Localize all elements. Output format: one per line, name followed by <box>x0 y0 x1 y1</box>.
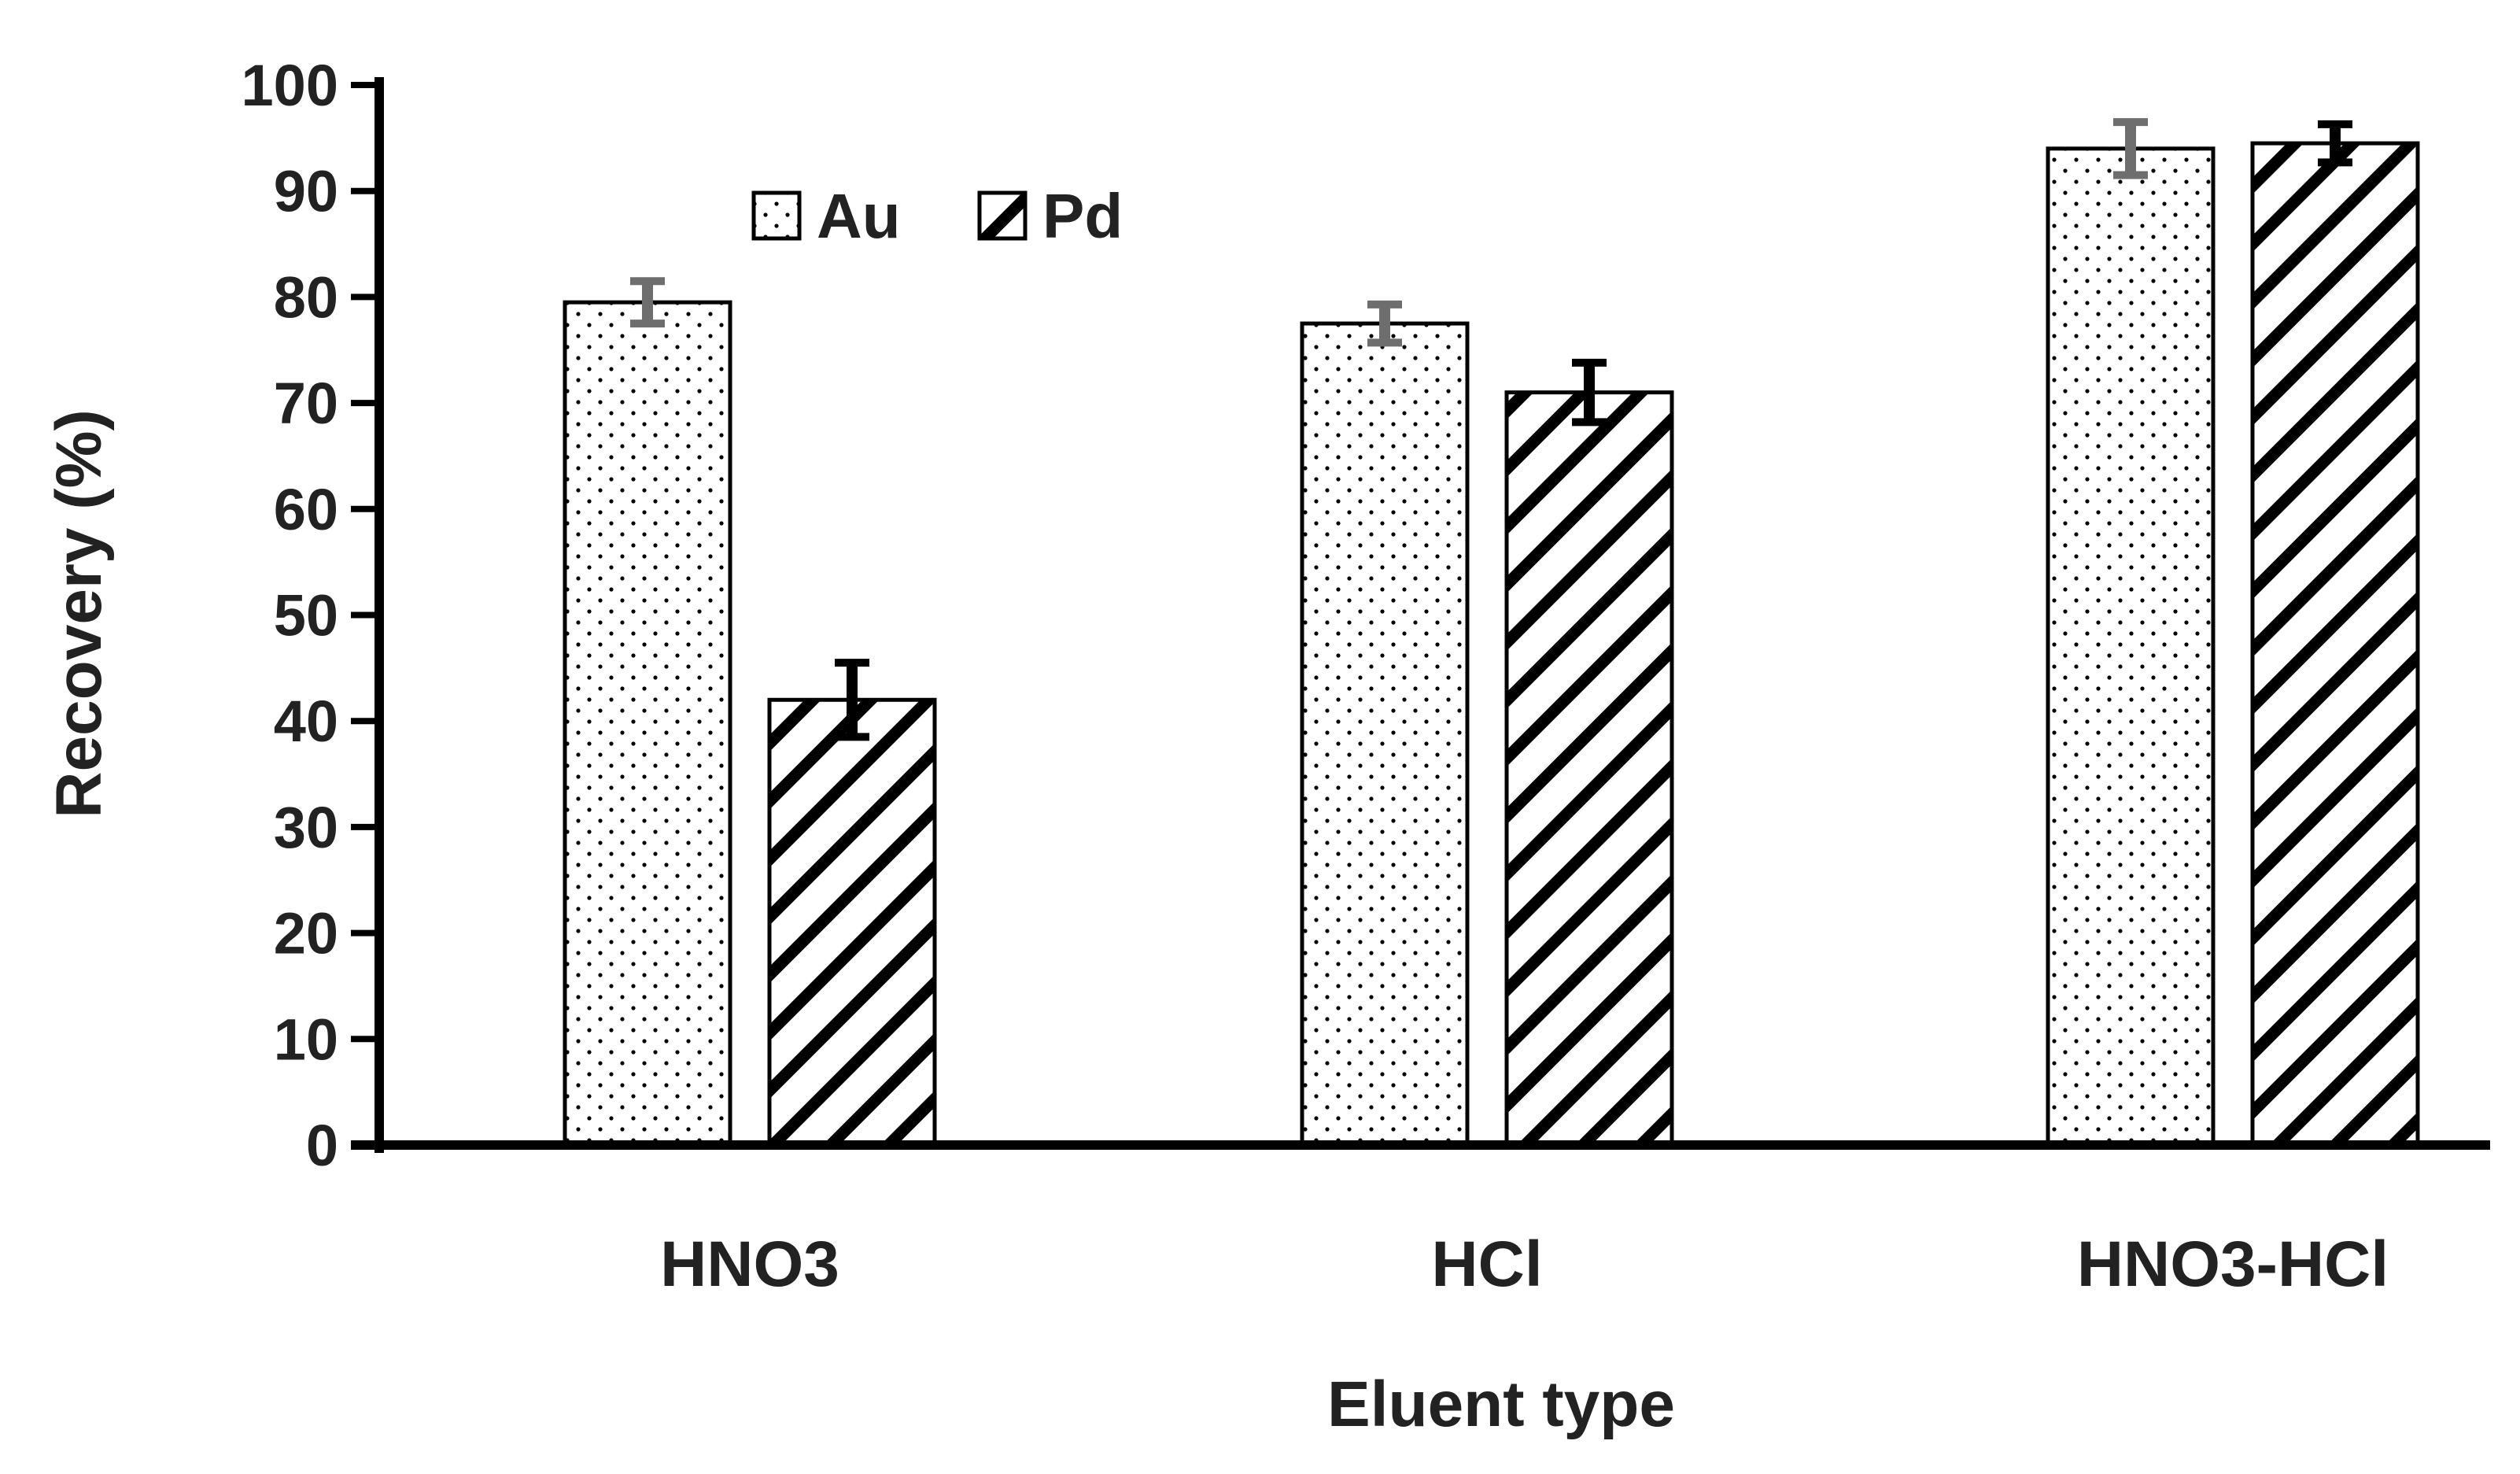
x-category-label: HCl <box>1431 1228 1542 1300</box>
y-tick-labels: 0 10 20 30 40 50 60 70 80 90 100 <box>242 53 338 1178</box>
legend-label: Au <box>817 181 901 251</box>
y-axis-title: Recovery (%) <box>43 409 115 818</box>
error-bar-au-hno3-hcl <box>2113 118 2148 179</box>
legend-item-au: Au <box>751 181 901 251</box>
bar-au-hcl <box>1300 321 1470 1147</box>
y-tick-label: 90 <box>274 159 338 224</box>
y-tick-label: 10 <box>274 1007 338 1072</box>
y-tick-label: 60 <box>274 477 338 542</box>
error-bar-pd-hcl <box>1572 358 1607 427</box>
error-bar-au-hno3 <box>630 277 665 328</box>
x-axis-title: Eluent type <box>1327 1369 1675 1440</box>
legend-label: Pd <box>1042 181 1123 251</box>
bar-au-hno3 <box>563 300 732 1147</box>
error-bars-layer <box>630 118 2352 741</box>
bar-au-hno3-hcl <box>2046 146 2216 1147</box>
axes-layer <box>351 77 2490 1153</box>
x-category-label: HNO3-HCl <box>2077 1228 2389 1300</box>
error-bar-pd-hno3-hcl <box>2318 120 2352 167</box>
y-tick-label: 50 <box>274 583 338 648</box>
y-tick-label: 80 <box>274 264 338 330</box>
y-tick-label: 70 <box>274 371 338 436</box>
bar-pd-hno3 <box>767 697 937 1147</box>
legend-swatch <box>977 190 1028 241</box>
error-bar-au-hcl <box>1367 300 1402 347</box>
x-category-labels: HNO3 HCl HNO3-HCl <box>660 1228 2389 1300</box>
y-tick-label: 40 <box>274 689 338 754</box>
bar-pd-hno3-hcl <box>2250 141 2420 1147</box>
legend-item-pd: Pd <box>977 181 1123 251</box>
legend-swatch <box>751 190 802 241</box>
error-bar-pd-hno3 <box>835 659 869 741</box>
x-category-label: HNO3 <box>660 1228 839 1300</box>
y-tick-label: 0 <box>306 1113 338 1178</box>
y-tick-label: 100 <box>242 53 338 118</box>
bar-pd-hcl <box>1504 390 1674 1147</box>
y-tick-label: 20 <box>274 901 338 966</box>
bars-layer <box>563 141 2420 1147</box>
y-tick-label: 30 <box>274 795 338 860</box>
legend: Au Pd <box>751 181 1123 251</box>
